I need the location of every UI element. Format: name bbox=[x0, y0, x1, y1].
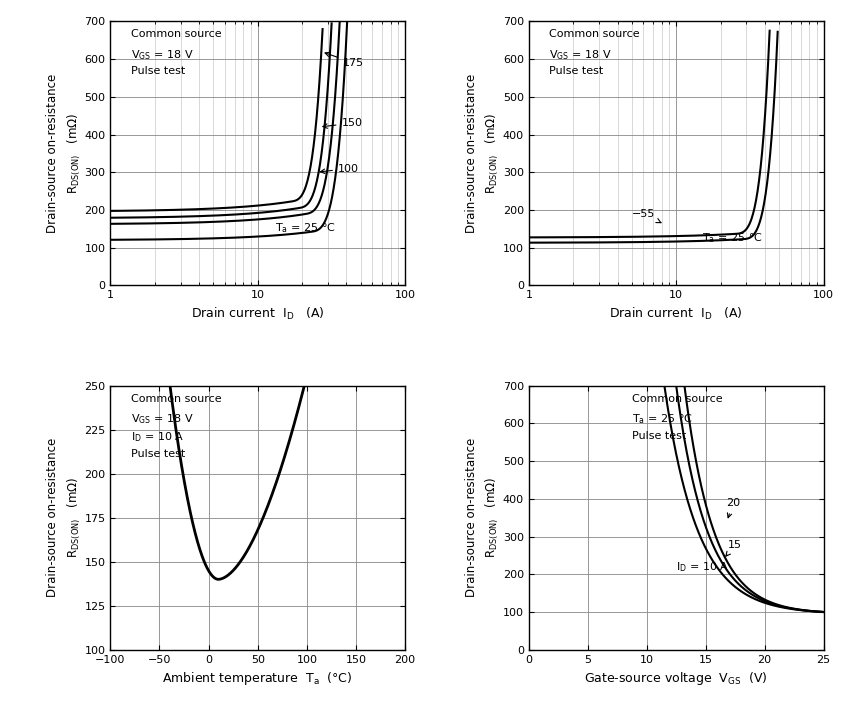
Text: $V_{GS}$ = 18 V: $V_{GS}$ = 18 V bbox=[131, 48, 194, 61]
Text: Drain-source on-resistance: Drain-source on-resistance bbox=[47, 438, 59, 598]
Text: $V_{GS}$ = 18 V: $V_{GS}$ = 18 V bbox=[549, 48, 612, 61]
Text: Common source: Common source bbox=[632, 393, 722, 403]
X-axis label: Ambient temperature  $T_a$  (°C): Ambient temperature $T_a$ (°C) bbox=[162, 670, 353, 687]
Y-axis label: $R_{DS(ON)}$   (m$\Omega$): $R_{DS(ON)}$ (m$\Omega$) bbox=[65, 113, 83, 194]
Text: $T_a$ = 25 °C: $T_a$ = 25 °C bbox=[274, 221, 335, 234]
Y-axis label: $R_{DS(ON)}$   (m$\Omega$): $R_{DS(ON)}$ (m$\Omega$) bbox=[484, 477, 502, 558]
Text: Drain-source on-resistance: Drain-source on-resistance bbox=[47, 74, 59, 233]
Text: Common source: Common source bbox=[131, 29, 222, 39]
Text: $I_D$ = 10 A: $I_D$ = 10 A bbox=[131, 431, 184, 444]
Text: Pulse test: Pulse test bbox=[632, 431, 686, 441]
Text: 20: 20 bbox=[726, 498, 739, 518]
Text: Pulse test: Pulse test bbox=[131, 66, 185, 76]
X-axis label: Drain current  $I_D$   (A): Drain current $I_D$ (A) bbox=[191, 306, 324, 322]
Text: 150: 150 bbox=[323, 119, 363, 129]
Text: Pulse test: Pulse test bbox=[549, 66, 604, 76]
Text: $I_D$ = 10 A: $I_D$ = 10 A bbox=[676, 560, 729, 574]
Text: $T_a$ = 25 °C: $T_a$ = 25 °C bbox=[702, 231, 763, 245]
X-axis label: Gate-source voltage  $V_{GS}$  (V): Gate-source voltage $V_{GS}$ (V) bbox=[584, 670, 767, 687]
Text: $V_{GS}$ = 18 V: $V_{GS}$ = 18 V bbox=[131, 412, 194, 426]
Text: Common source: Common source bbox=[131, 393, 222, 403]
Text: Drain-source on-resistance: Drain-source on-resistance bbox=[465, 74, 478, 233]
Text: Pulse test: Pulse test bbox=[131, 449, 185, 459]
Text: $T_a$ = 25 °C: $T_a$ = 25 °C bbox=[632, 412, 693, 426]
Text: 100: 100 bbox=[320, 164, 359, 174]
Y-axis label: $R_{DS(ON)}$   (m$\Omega$): $R_{DS(ON)}$ (m$\Omega$) bbox=[484, 113, 502, 194]
Text: Drain-source on-resistance: Drain-source on-resistance bbox=[465, 438, 478, 598]
Y-axis label: $R_{DS(ON)}$   (m$\Omega$): $R_{DS(ON)}$ (m$\Omega$) bbox=[65, 477, 83, 558]
Text: Common source: Common source bbox=[549, 29, 640, 39]
Text: −55: −55 bbox=[632, 208, 661, 223]
Text: 175: 175 bbox=[325, 52, 364, 68]
Text: 15: 15 bbox=[726, 540, 742, 556]
X-axis label: Drain current  $I_D$   (A): Drain current $I_D$ (A) bbox=[610, 306, 743, 322]
